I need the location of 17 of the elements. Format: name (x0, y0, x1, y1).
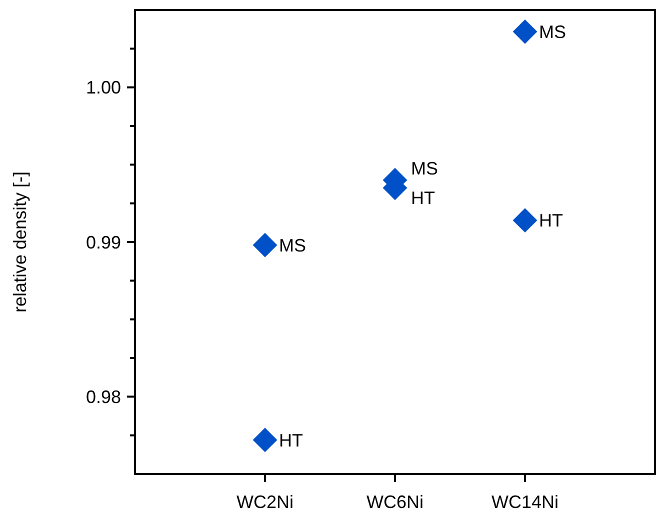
text: HT (279, 430, 303, 450)
x-tick-label: WC2Ni (236, 492, 294, 512)
point (252, 428, 278, 452)
text: MS (411, 158, 438, 178)
text: MS (279, 235, 306, 256)
y-axis-title: relative density [-] (10, 171, 30, 313)
y-tick-label: 0.99 (86, 232, 121, 252)
point (252, 232, 278, 258)
y-tick-label: 0.98 (86, 386, 121, 407)
point (512, 208, 538, 233)
text: HT (411, 188, 435, 208)
series-label: MS (539, 22, 566, 42)
x-tick-label: WC6Ni (366, 492, 424, 512)
series-label: HT (539, 210, 563, 231)
y-tick-label: 1.00 (86, 78, 121, 98)
x-tick-label: WC14Ni (491, 492, 559, 512)
point (512, 19, 538, 44)
